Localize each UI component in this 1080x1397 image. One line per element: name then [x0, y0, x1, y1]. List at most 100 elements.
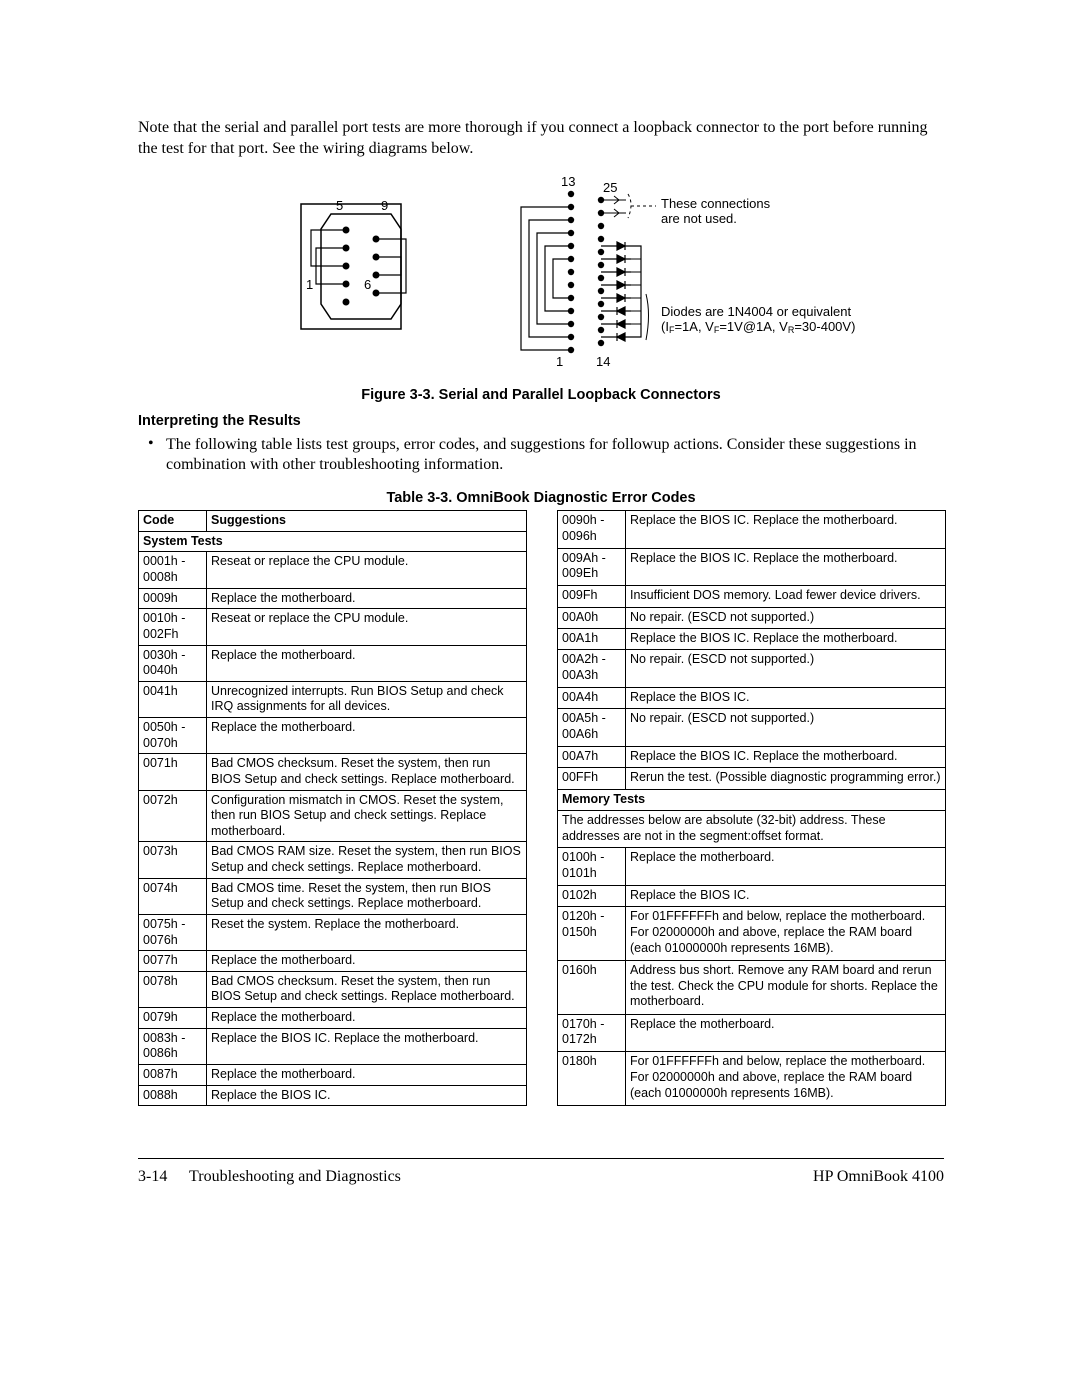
cell-code: 0009h	[139, 588, 207, 609]
cell-suggestion: Replace the motherboard.	[207, 718, 527, 754]
cell-code: 0160h	[558, 961, 626, 1015]
th-code: Code	[139, 511, 207, 532]
cell-code: 0030h - 0040h	[139, 645, 207, 681]
note-diodes-2: (IF=1A, VF=1V@1A, VR=30-400V)	[661, 319, 855, 335]
cell-code: 0079h	[139, 1008, 207, 1029]
cell-code: 0074h	[139, 878, 207, 914]
cell-code: 0041h	[139, 681, 207, 717]
cell-suggestion: No repair. (ESCD not supported.)	[626, 650, 946, 688]
cell-suggestion: Insufficient DOS memory. Load fewer devi…	[626, 586, 946, 607]
cell-suggestion: Address bus short. Remove any RAM board …	[626, 961, 946, 1015]
error-codes-table-left: Code Suggestions System Tests 0001h - 00…	[138, 510, 527, 1106]
cell-suggestion: Replace the BIOS IC.	[207, 1085, 527, 1106]
label-p5: 5	[336, 198, 343, 213]
cell-suggestion: Replace the BIOS IC. Replace the motherb…	[626, 746, 946, 767]
heading-interpreting: Interpreting the Results	[138, 413, 944, 429]
cell-suggestion: Replace the motherboard.	[207, 645, 527, 681]
table-row: 009FhInsufficient DOS memory. Load fewer…	[558, 586, 946, 607]
cell-suggestion: Reset the system. Replace the motherboar…	[207, 914, 527, 950]
label-p13: 13	[561, 174, 575, 189]
footer-product: HP OmniBook 4100	[813, 1168, 944, 1186]
cell-code: 0100h - 0101h	[558, 848, 626, 886]
table-row: 0170h - 0172hReplace the motherboard.	[558, 1014, 946, 1052]
table-row: 0120h - 0150hFor 01FFFFFFh and below, re…	[558, 907, 946, 961]
cell-code: 0010h - 002Fh	[139, 609, 207, 645]
label-p6: 6	[364, 277, 371, 292]
cell-code: 009Ah - 009Eh	[558, 548, 626, 586]
cell-suggestion: Reseat or replace the CPU module.	[207, 552, 527, 588]
table-row: 0078hBad CMOS checksum. Reset the system…	[139, 971, 527, 1007]
cell-suggestion: Replace the BIOS IC.	[626, 687, 946, 708]
section-system-tests: System Tests	[139, 531, 527, 552]
figure-loopback: 5 9 1 6	[138, 174, 944, 379]
table-row: 0009hReplace the motherboard.	[139, 588, 527, 609]
table-row: 0073hBad CMOS RAM size. Reset the system…	[139, 842, 527, 878]
cell-suggestion: Replace the BIOS IC. Replace the motherb…	[626, 548, 946, 586]
th-sugg: Suggestions	[207, 511, 527, 532]
table-row: 00A0hNo repair. (ESCD not supported.)	[558, 607, 946, 628]
cell-suggestion: Reseat or replace the CPU module.	[207, 609, 527, 645]
cell-suggestion: Replace the motherboard.	[207, 1064, 527, 1085]
table-row: 0088hReplace the BIOS IC.	[139, 1085, 527, 1106]
cell-suggestion: Configuration mismatch in CMOS. Reset th…	[207, 790, 527, 842]
cell-suggestion: Bad CMOS RAM size. Reset the system, the…	[207, 842, 527, 878]
cell-code: 00A2h - 00A3h	[558, 650, 626, 688]
table-row: 0075h - 0076hReset the system. Replace t…	[139, 914, 527, 950]
memory-note: The addresses below are absolute (32-bit…	[558, 810, 946, 848]
cell-suggestion: Unrecognized interrupts. Run BIOS Setup …	[207, 681, 527, 717]
cell-suggestion: Replace the BIOS IC. Replace the motherb…	[626, 629, 946, 650]
cell-code: 0077h	[139, 951, 207, 972]
table-row: 0041hUnrecognized interrupts. Run BIOS S…	[139, 681, 527, 717]
cell-suggestion: No repair. (ESCD not supported.)	[626, 607, 946, 628]
table-row: 0079hReplace the motherboard.	[139, 1008, 527, 1029]
intro-text: Note that the serial and parallel port t…	[138, 118, 944, 160]
table-caption: Table 3-3. OmniBook Diagnostic Error Cod…	[138, 490, 944, 506]
cell-suggestion: For 01FFFFFFh and below, replace the mot…	[626, 907, 946, 961]
label-p1: 1	[306, 277, 313, 292]
table-row: 0050h - 0070hReplace the motherboard.	[139, 718, 527, 754]
note-unused: These connections are not used.	[661, 196, 774, 226]
table-row: 00A2h - 00A3hNo repair. (ESCD not suppor…	[558, 650, 946, 688]
table-row: 0072hConfiguration mismatch in CMOS. Res…	[139, 790, 527, 842]
cell-code: 00A5h - 00A6h	[558, 709, 626, 747]
table-row: 0001h - 0008hReseat or replace the CPU m…	[139, 552, 527, 588]
page-footer: 3-14 Troubleshooting and Diagnostics HP …	[138, 1168, 944, 1186]
section-memory-tests: Memory Tests	[558, 789, 946, 810]
table-row: 0160hAddress bus short. Remove any RAM b…	[558, 961, 946, 1015]
table-row: 00A5h - 00A6hNo repair. (ESCD not suppor…	[558, 709, 946, 747]
cell-suggestion: Bad CMOS time. Reset the system, then ru…	[207, 878, 527, 914]
loopback-diagram-svg: 5 9 1 6	[191, 174, 891, 374]
table-row: 0077hReplace the motherboard.	[139, 951, 527, 972]
table-row: 009Ah - 009EhReplace the BIOS IC. Replac…	[558, 548, 946, 586]
table-row: 00A7hReplace the BIOS IC. Replace the mo…	[558, 746, 946, 767]
cell-suggestion: Rerun the test. (Possible diagnostic pro…	[626, 768, 946, 789]
bullet-item: The following table lists test groups, e…	[138, 435, 944, 477]
cell-code: 0087h	[139, 1064, 207, 1085]
table-row: 0074hBad CMOS time. Reset the system, th…	[139, 878, 527, 914]
cell-code: 0073h	[139, 842, 207, 878]
table-row: 0180hFor 01FFFFFFh and below, replace th…	[558, 1052, 946, 1106]
cell-suggestion: Replace the motherboard.	[207, 951, 527, 972]
figure-caption: Figure 3-3. Serial and Parallel Loopback…	[138, 387, 944, 403]
cell-suggestion: Bad CMOS checksum. Reset the system, the…	[207, 754, 527, 790]
cell-suggestion: No repair. (ESCD not supported.)	[626, 709, 946, 747]
cell-code: 0102h	[558, 886, 626, 907]
cell-suggestion: Replace the BIOS IC.	[626, 886, 946, 907]
label-p14: 14	[596, 354, 610, 369]
footer-section: Troubleshooting and Diagnostics	[189, 1168, 401, 1185]
footer-rule	[138, 1158, 944, 1159]
cell-code: 0001h - 0008h	[139, 552, 207, 588]
cell-suggestion: For 01FFFFFFh and below, replace the mot…	[626, 1052, 946, 1106]
table-row: 0071hBad CMOS checksum. Reset the system…	[139, 754, 527, 790]
table-row: 0010h - 002FhReseat or replace the CPU m…	[139, 609, 527, 645]
cell-suggestion: Replace the motherboard.	[207, 1008, 527, 1029]
table-row: 0100h - 0101hReplace the motherboard.	[558, 848, 946, 886]
footer-page-number: 3-14	[138, 1168, 167, 1185]
table-row: 00A1hReplace the BIOS IC. Replace the mo…	[558, 629, 946, 650]
cell-code: 00FFh	[558, 768, 626, 789]
cell-code: 0050h - 0070h	[139, 718, 207, 754]
cell-code: 0075h - 0076h	[139, 914, 207, 950]
cell-suggestion: Replace the BIOS IC. Replace the motherb…	[626, 511, 946, 549]
cell-code: 0090h - 0096h	[558, 511, 626, 549]
label-p25: 25	[603, 180, 617, 195]
